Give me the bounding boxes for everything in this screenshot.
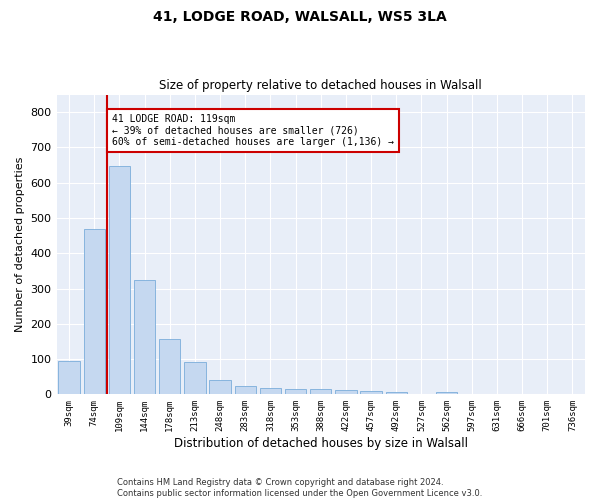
Bar	[58, 361, 80, 394]
Title: Size of property relative to detached houses in Walsall: Size of property relative to detached ho…	[160, 79, 482, 92]
Bar	[361, 391, 382, 394]
Text: Contains HM Land Registry data © Crown copyright and database right 2024.
Contai: Contains HM Land Registry data © Crown c…	[118, 478, 482, 498]
Bar	[159, 338, 181, 394]
Bar	[235, 386, 256, 394]
Bar	[134, 280, 155, 394]
Bar	[209, 380, 231, 394]
Bar	[310, 390, 331, 394]
Text: 41 LODGE ROAD: 119sqm
← 39% of detached houses are smaller (726)
60% of semi-det: 41 LODGE ROAD: 119sqm ← 39% of detached …	[112, 114, 394, 147]
Bar	[109, 166, 130, 394]
Bar	[285, 389, 307, 394]
Bar	[386, 392, 407, 394]
Bar	[436, 392, 457, 394]
Text: 41, LODGE ROAD, WALSALL, WS5 3LA: 41, LODGE ROAD, WALSALL, WS5 3LA	[153, 10, 447, 24]
Bar	[83, 228, 105, 394]
Bar	[335, 390, 356, 394]
Y-axis label: Number of detached properties: Number of detached properties	[15, 157, 25, 332]
Bar	[184, 362, 206, 394]
X-axis label: Distribution of detached houses by size in Walsall: Distribution of detached houses by size …	[174, 437, 468, 450]
Bar	[260, 388, 281, 394]
